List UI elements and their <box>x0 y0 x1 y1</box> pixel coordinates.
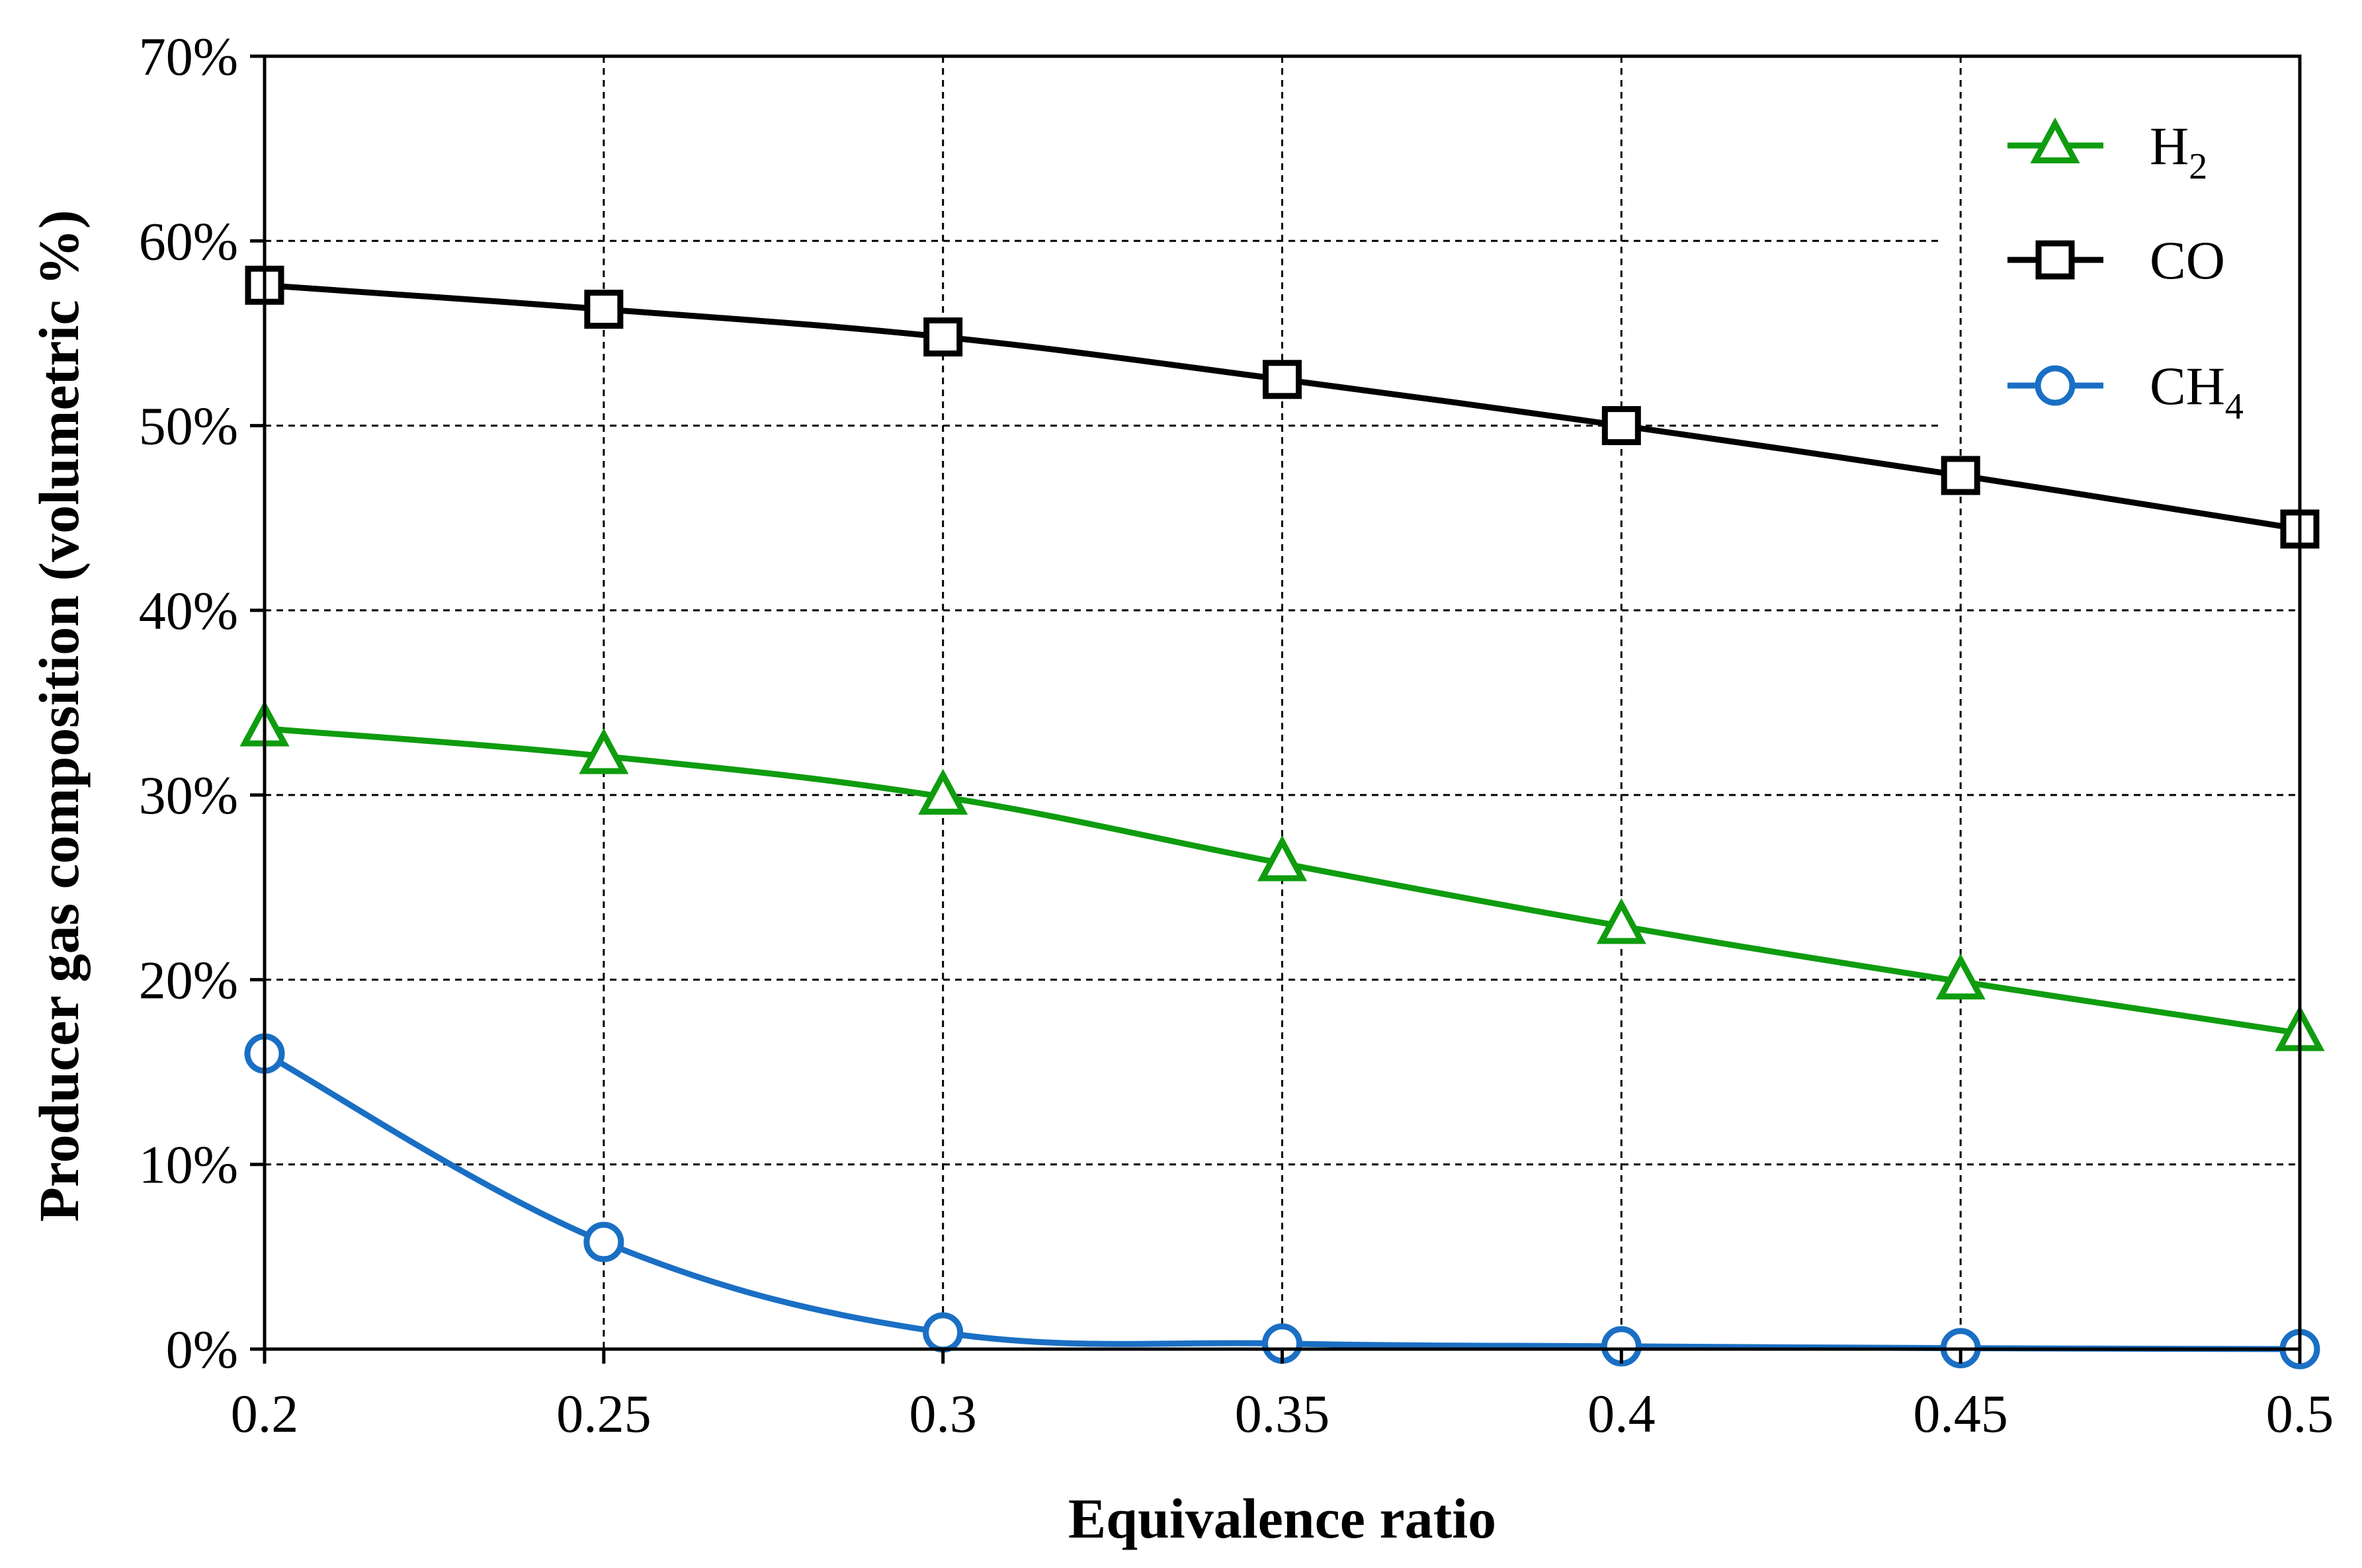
co-point <box>1601 406 1641 446</box>
co-point <box>584 290 624 329</box>
x-tick-label: 0.4 <box>1587 1383 1656 1444</box>
legend-marker-ch4 <box>2035 365 2076 406</box>
ch4-point <box>583 1221 624 1262</box>
h2-point <box>1935 953 1986 1000</box>
x-tick-label: 0.5 <box>2266 1383 2334 1444</box>
x-tick-label: 0.3 <box>909 1383 977 1444</box>
legend-label-ch4: CH4 <box>2150 356 2244 427</box>
ch4-point <box>923 1312 964 1353</box>
h2-point <box>1257 835 1308 882</box>
x-tick-label: 0.25 <box>556 1383 652 1444</box>
legend-item-h2: H2 <box>2007 116 2207 187</box>
x-tick-label: 0.35 <box>1235 1383 1330 1444</box>
legend-marker-h2 <box>2030 117 2080 163</box>
axes-layer: 0% 10% 20% 30% 40% 50% 60% 70% 0.2 0.25 0.3 0.35 0.4… <box>139 26 2334 1444</box>
legend-item-co: CO <box>2007 230 2225 290</box>
h2-point <box>1596 897 1646 944</box>
co-point <box>1941 456 1980 495</box>
legend-label-h2: H2 <box>2150 116 2207 187</box>
co-point <box>923 317 963 357</box>
x-tick-label: 0.45 <box>1913 1383 2008 1444</box>
h2-point <box>579 728 629 774</box>
y-tick-label: 60% <box>139 211 238 271</box>
x-axis-title: Equivalence ratio <box>1068 1487 1496 1550</box>
x-tick-label: 0.2 <box>231 1383 299 1444</box>
y-tick-label: 70% <box>139 26 238 87</box>
y-tick-label: 20% <box>139 950 238 1010</box>
grid-layer <box>265 56 2300 1349</box>
legend-label-co: CO <box>2150 230 2225 290</box>
y-tick-label: 50% <box>139 396 238 456</box>
y-axis-title: Producer gas composition (volumetric %) <box>27 210 91 1221</box>
y-tick-label: 40% <box>139 581 238 641</box>
y-tick-label: 30% <box>139 765 238 825</box>
y-tick-label: 0% <box>166 1319 238 1380</box>
co-point <box>1263 360 1302 399</box>
h2-point <box>918 768 968 815</box>
legend-item-ch4: CH4 <box>2007 356 2244 427</box>
legend: H2 CO CH4 <box>2007 116 2244 427</box>
legend-marker-co <box>2035 240 2075 280</box>
y-tick-label: 10% <box>139 1135 238 1195</box>
